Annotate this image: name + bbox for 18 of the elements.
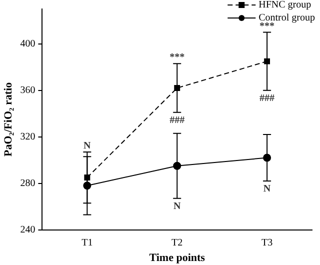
annotation: N [263, 184, 272, 195]
annotation: ### [260, 92, 275, 104]
y-tick-label: 320 [20, 131, 36, 142]
annotation: N [173, 201, 182, 212]
annotation: N [84, 140, 92, 152]
y-tick-label: 360 [20, 84, 36, 96]
y-tick-label: 240 [20, 224, 36, 236]
legend-label: HFNC group [258, 0, 312, 11]
y-tick-label: 400 [20, 38, 36, 50]
y-axis-title: PaO₂/FiO₂ ratio [2, 82, 14, 156]
x-tick-label: T1 [82, 237, 93, 248]
x-tick-label: T2 [172, 237, 183, 248]
annotation: *** [260, 20, 275, 32]
y-tick-label: 280 [20, 178, 36, 189]
x-axis-title: Time points [149, 252, 206, 264]
annotation: ### [170, 115, 185, 126]
annotation: *** [170, 52, 185, 64]
x-tick-label: T3 [261, 237, 273, 248]
